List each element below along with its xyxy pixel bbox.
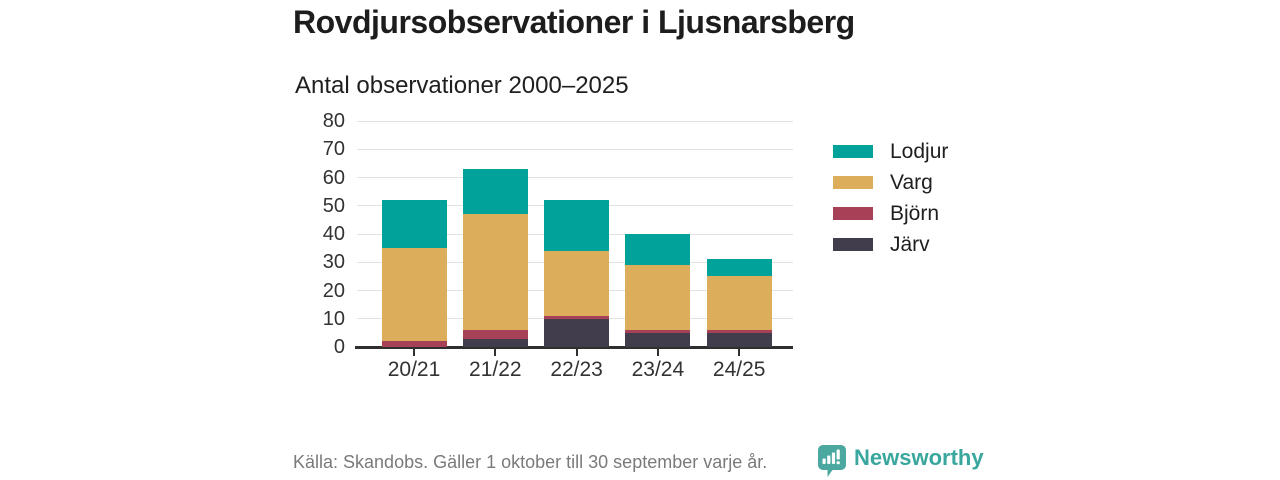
x-axis-tick-label: 20/21 (387, 358, 441, 381)
bar-segment-järv-22/23 (544, 318, 610, 347)
x-axis-tick-label: 24/25 (712, 358, 766, 381)
legend-swatch (833, 207, 873, 220)
legend-item-lodjur: Lodjur (833, 136, 948, 167)
x-axis-tick (738, 348, 741, 356)
bar-segment-varg-21/22 (462, 214, 528, 331)
legend-label: Järv (890, 232, 930, 256)
page-title: Rovdjursobservationer i Ljusnarsberg (293, 4, 855, 40)
y-axis-tick-label: 70 (322, 138, 345, 161)
y-axis-tick-label: 60 (322, 166, 345, 189)
x-axis-tick-label: 21/22 (469, 358, 522, 381)
x-axis-tick-label: 22/23 (550, 358, 603, 381)
chart-legend: Lodjur Varg Björn Järv (833, 136, 948, 260)
x-axis-tick (656, 348, 659, 356)
legend-item-järv: Järv (833, 229, 948, 260)
bar-segment-lodjur-23/24 (625, 234, 691, 266)
bar-segment-järv-21/22 (462, 338, 528, 347)
x-axis-line (355, 345, 793, 349)
legend-swatch (833, 176, 873, 189)
y-axis-tick-label: 0 (333, 336, 345, 358)
x-axis-tick-label: 23/24 (631, 358, 685, 381)
newsworthy-logo-text: Newsworthy (854, 445, 984, 470)
y-axis-tick-label: 20 (322, 279, 345, 302)
bar-segment-järv-24/25 (706, 332, 772, 347)
chart-subtitle: Antal observationer 2000–2025 (295, 72, 629, 99)
bar-segment-björn-22/23 (544, 315, 610, 319)
bar-24/25 (706, 121, 772, 347)
bar-23/24 (625, 121, 691, 347)
bar-21/22 (462, 121, 528, 347)
bar-segment-björn-20/21 (381, 341, 447, 347)
legend-label: Björn (890, 201, 940, 225)
bar-segment-varg-24/25 (706, 276, 772, 331)
legend-label: Varg (890, 170, 933, 194)
y-axis-tick-label: 30 (322, 251, 345, 274)
bar-segment-björn-23/24 (625, 330, 691, 333)
legend-swatch (833, 145, 873, 158)
bar-segment-varg-23/24 (625, 265, 691, 331)
bar-22/23 (544, 121, 610, 347)
legend-label: Lodjur (890, 139, 949, 163)
newsworthy-logo-icon (818, 445, 846, 477)
bar-segment-lodjur-22/23 (544, 200, 610, 251)
bar-segment-lodjur-24/25 (706, 259, 772, 277)
legend-item-björn: Björn (833, 198, 948, 229)
y-axis-tick-label: 50 (322, 194, 345, 217)
legend-swatch (833, 238, 873, 251)
bar-segment-varg-22/23 (544, 250, 610, 316)
gridline (357, 120, 793, 122)
x-axis-tick (494, 348, 497, 356)
bar-segment-björn-21/22 (462, 330, 528, 339)
bar-segment-varg-20/21 (381, 248, 447, 342)
newsworthy-logo: Newsworthy (817, 444, 984, 478)
bar-segment-björn-24/25 (706, 330, 772, 333)
bar-segment-järv-23/24 (625, 332, 691, 347)
legend-item-varg: Varg (833, 167, 948, 198)
gridline (357, 148, 793, 150)
x-axis-tick (575, 348, 578, 356)
bar-segment-lodjur-20/21 (381, 200, 447, 249)
y-axis-tick-label: 10 (322, 307, 345, 330)
y-axis-tick-label: 40 (322, 223, 345, 245)
bar-segment-lodjur-21/22 (462, 169, 528, 215)
gridline (357, 177, 793, 178)
source-note: Källa: Skandobs. Gäller 1 oktober till 3… (293, 452, 768, 472)
x-axis-tick (413, 348, 415, 356)
y-axis-tick-label: 80 (322, 110, 345, 132)
bar-20/21 (381, 121, 447, 347)
